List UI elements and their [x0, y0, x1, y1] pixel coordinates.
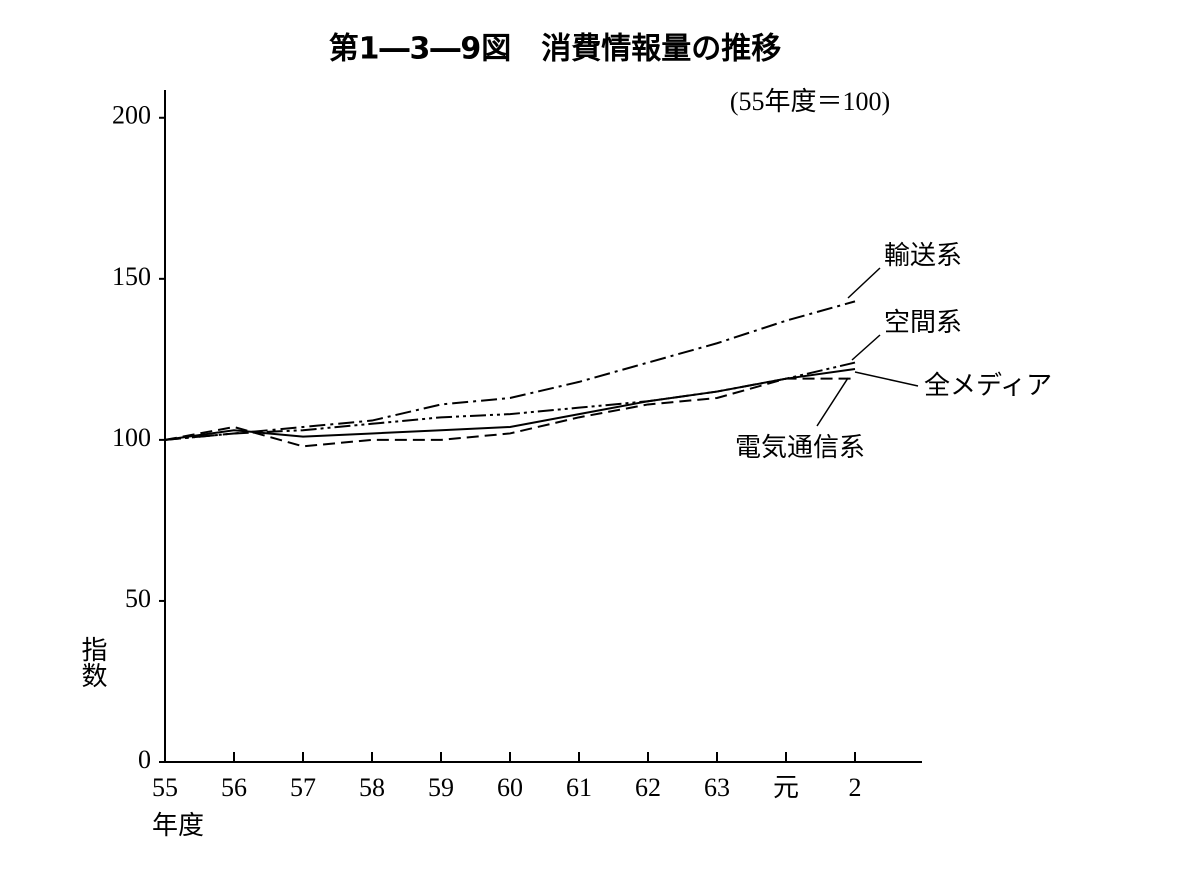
- x-tick-label: 56: [221, 773, 247, 802]
- x-tick-label: 62: [635, 773, 661, 802]
- x-tick-label: 57: [290, 773, 316, 802]
- label-arrow: [816, 377, 849, 427]
- y-tick-label: 200: [112, 101, 151, 130]
- series-line: [164, 368, 856, 441]
- series-line: [164, 377, 855, 448]
- x-tick-label: 59: [428, 773, 454, 802]
- chart-title: 第1―3―9図 消費情報量の推移: [329, 32, 782, 67]
- x-tick-label: 61: [566, 773, 592, 802]
- x-tick-label: 55: [152, 773, 178, 802]
- label-arrow: [851, 334, 881, 361]
- label-arrow: [854, 371, 919, 387]
- series-line: [164, 361, 856, 441]
- label-arrow: [847, 267, 881, 299]
- series-line: [164, 300, 856, 441]
- x-tick-label: 63: [704, 773, 730, 802]
- x-tick-label: 2: [849, 773, 862, 802]
- y-tick-label: 150: [112, 262, 151, 291]
- series-label: 全メディア: [924, 371, 1052, 400]
- y-tick-label: 0: [138, 745, 151, 774]
- y-axis-label: 指数: [78, 636, 107, 688]
- series-label: 空間系: [884, 308, 962, 337]
- x-axis-label: 年度: [152, 811, 204, 840]
- x-tick-label: 60: [497, 773, 523, 802]
- y-tick-label: 50: [125, 584, 151, 613]
- x-tick-label: 元: [773, 773, 799, 802]
- series-label: 電気通信系: [735, 433, 865, 462]
- x-tick-label: 58: [359, 773, 385, 802]
- chart-subtitle: (55年度＝100): [730, 87, 890, 116]
- y-tick-label: 100: [112, 423, 151, 452]
- series-label: 輸送系: [884, 241, 962, 270]
